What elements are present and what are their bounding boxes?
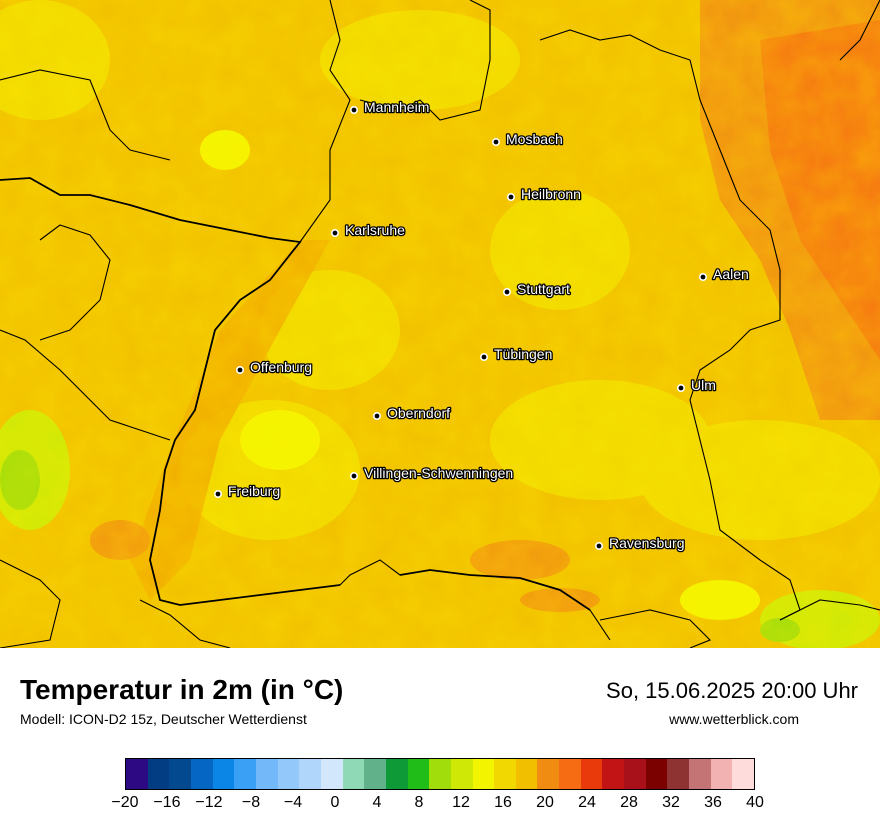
color-legend-segment xyxy=(559,759,581,789)
city-dot xyxy=(676,383,685,392)
color-legend-tick: 20 xyxy=(536,794,554,811)
color-legend-segment xyxy=(450,759,473,789)
city-dot xyxy=(349,471,358,480)
city-marker: Villingen-Schwenningen xyxy=(349,464,514,482)
city-dot xyxy=(479,352,488,361)
color-legend-segment xyxy=(299,759,321,789)
city-marker: Mosbach xyxy=(491,130,564,148)
state-border-thick xyxy=(0,177,591,611)
city-marker: Stuttgart xyxy=(502,280,571,298)
color-legend-segment xyxy=(732,759,755,789)
city-label: Stuttgart xyxy=(517,281,570,297)
city-marker: Mannheim xyxy=(349,98,431,116)
color-legend-segment xyxy=(537,759,560,789)
color-legend-segment xyxy=(580,759,603,789)
color-legend-segment xyxy=(407,759,430,789)
color-legend-tick: 0 xyxy=(330,794,340,811)
city-marker: Ravensburg xyxy=(594,534,686,552)
map-title: Temperatur in 2m (in °C) xyxy=(20,674,344,705)
color-legend-segment xyxy=(602,759,625,789)
color-legend-segment xyxy=(190,759,213,789)
color-legend-segment xyxy=(212,759,235,789)
city-markers: Mannheim Mosbach Heilbronn Karlsruhe Aalen St… xyxy=(214,98,750,552)
color-legend-segment xyxy=(255,759,278,789)
color-legend-tick: 4 xyxy=(372,794,382,811)
city-label: Freiburg xyxy=(228,483,280,499)
city-dot xyxy=(698,272,707,281)
city-label: Heilbronn xyxy=(521,186,581,202)
city-marker: Tübingen xyxy=(479,345,554,363)
color-legend-segment xyxy=(667,759,690,789)
city-marker: Aalen xyxy=(698,265,750,283)
color-legend-segment xyxy=(494,759,516,789)
color-legend-tick: −4 xyxy=(283,794,303,811)
city-label: Offenburg xyxy=(250,359,312,375)
city-marker: Heilbronn xyxy=(506,185,582,203)
city-marker: Oberndorf xyxy=(372,404,451,422)
city-label: Karlsruhe xyxy=(345,222,405,238)
color-legend-segment xyxy=(320,759,343,789)
color-legend-tick: 16 xyxy=(494,794,512,811)
color-legend-tick: 8 xyxy=(414,794,424,811)
color-legend-segment xyxy=(624,759,646,789)
color-legend-tick: 28 xyxy=(620,794,638,811)
temperature-map: Mannheim Mosbach Heilbronn Karlsruhe Aalen St… xyxy=(0,0,880,648)
city-marker: Ulm xyxy=(676,376,717,394)
color-legend-segment xyxy=(645,759,668,789)
city-dot xyxy=(502,287,511,296)
forecast-datetime: So, 15.06.2025 20:00 Uhr xyxy=(606,678,858,703)
city-label: Ulm xyxy=(691,377,716,393)
color-legend-segment xyxy=(385,759,408,789)
city-label: Mosbach xyxy=(506,131,563,147)
city-dot xyxy=(330,229,339,238)
city-dot xyxy=(214,489,223,498)
city-dot xyxy=(349,106,358,115)
color-legend-tick: 36 xyxy=(704,794,722,811)
color-legend-segment xyxy=(147,759,170,789)
color-legend-segment xyxy=(710,759,733,789)
color-legend-segment xyxy=(472,759,495,789)
city-marker: Freiburg xyxy=(214,482,281,500)
color-legend-bar xyxy=(125,758,755,790)
color-legend-segment xyxy=(126,759,148,789)
model-source: Modell: ICON-D2 15z, Deutscher Wetterdie… xyxy=(20,711,307,727)
color-legend-tick: −8 xyxy=(241,794,261,811)
color-legend-tick: 32 xyxy=(662,794,680,811)
city-dot xyxy=(594,541,603,550)
city-label: Aalen xyxy=(713,266,749,282)
city-label: Ravensburg xyxy=(609,535,685,551)
color-legend-segment xyxy=(515,759,538,789)
city-marker: Offenburg xyxy=(236,358,313,376)
color-legend-segment xyxy=(429,759,451,789)
color-legend-tick: 24 xyxy=(578,794,596,811)
footer: Temperatur in 2m (in °C) Modell: ICON-D2… xyxy=(0,648,880,830)
color-legend-ticks: −20 −16 −12 −8 −4 0 4 8 12 16 20 24 28 32 36 40 xyxy=(0,794,880,816)
website-link[interactable]: www.wetterblick.com xyxy=(669,711,799,727)
city-marker: Karlsruhe xyxy=(330,221,406,239)
color-legend-tick: −16 xyxy=(153,794,181,811)
city-dot xyxy=(236,365,245,374)
color-legend-tick: −20 xyxy=(111,794,139,811)
color-legend-tick: 40 xyxy=(746,794,764,811)
color-legend-segment xyxy=(689,759,711,789)
color-legend-segment xyxy=(234,759,256,789)
color-legend-segment xyxy=(342,759,365,789)
city-label: Villingen-Schwenningen xyxy=(364,465,513,481)
city-label: Tübingen xyxy=(494,346,552,362)
city-label: Oberndorf xyxy=(387,405,450,421)
city-dot xyxy=(491,138,500,147)
color-legend-segment xyxy=(364,759,386,789)
city-dot xyxy=(372,411,381,420)
color-legend-tick: 12 xyxy=(452,794,470,811)
city-label: Mannheim xyxy=(364,99,429,115)
color-legend-tick: −12 xyxy=(195,794,223,811)
color-legend-segment xyxy=(169,759,191,789)
color-legend-segment xyxy=(277,759,300,789)
city-dot xyxy=(506,193,515,202)
